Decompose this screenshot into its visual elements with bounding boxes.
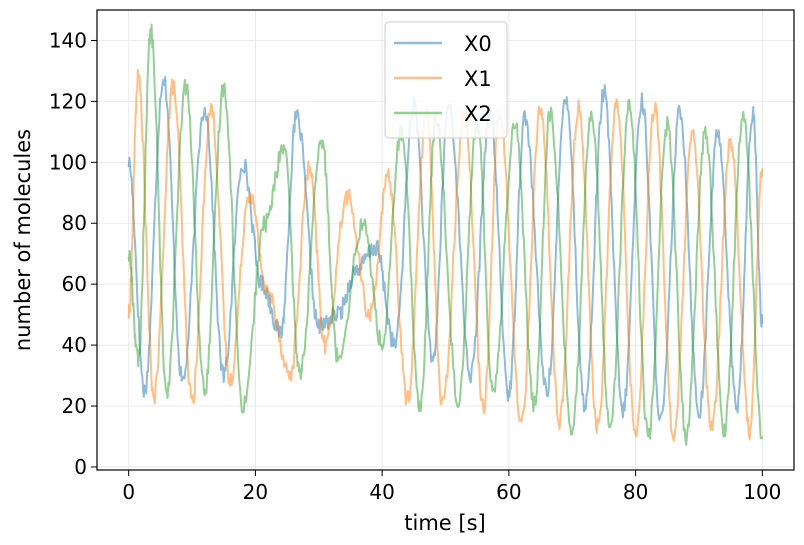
y-tick-label: 0: [74, 455, 87, 479]
legend-label-x2: X2: [464, 102, 492, 126]
legend: X0 X1 X2: [384, 21, 508, 139]
x-tick-label: 80: [623, 480, 648, 504]
y-axis-title: number of molecules: [11, 129, 35, 351]
legend-box: [384, 21, 508, 139]
x-tick-label: 100: [743, 480, 781, 504]
legend-label-x0: X0: [464, 32, 492, 56]
y-tick-label: 80: [62, 211, 87, 235]
y-tick-label: 20: [62, 394, 87, 418]
plot-frame: [96, 9, 795, 471]
x-axis: 0 20 40 60 80 100: [122, 470, 781, 504]
y-tick-label: 60: [62, 272, 87, 296]
x-tick-label: 0: [122, 480, 135, 504]
x-tick-label: 40: [369, 480, 394, 504]
y-tick-label: 100: [49, 150, 87, 174]
x-axis-title: time [s]: [404, 511, 485, 535]
legend-label-x1: X1: [464, 67, 492, 91]
y-tick-label: 40: [62, 333, 87, 357]
y-tick-label: 120: [49, 89, 87, 113]
x-tick-label: 20: [243, 480, 268, 504]
x-tick-label: 60: [496, 480, 521, 504]
y-axis: 0 20 40 60 80 100 120 140: [49, 28, 97, 479]
y-tick-label: 140: [49, 28, 87, 52]
